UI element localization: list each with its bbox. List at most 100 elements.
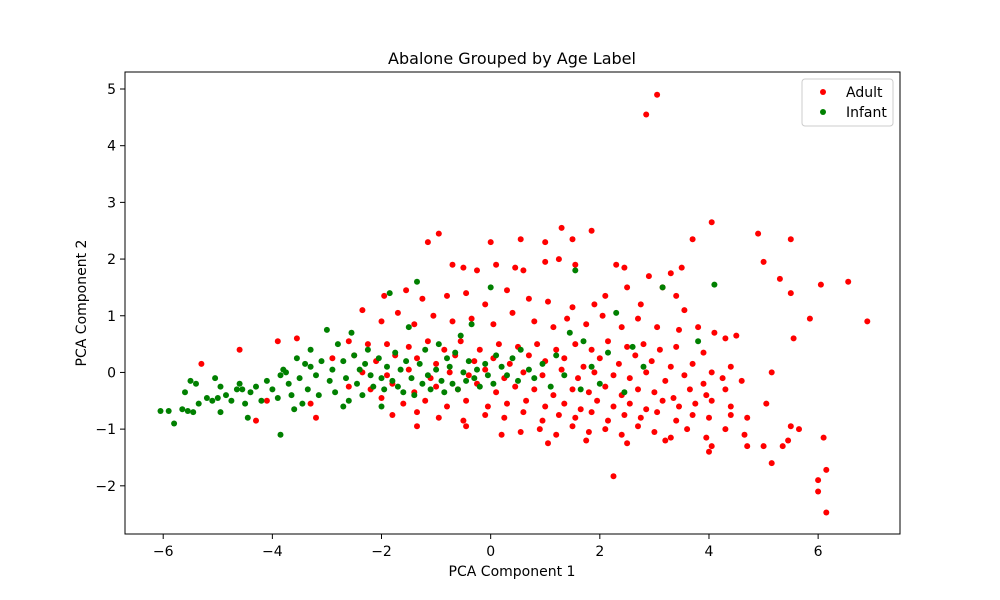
y-tick-label: 0 <box>107 365 116 381</box>
point-adult <box>525 295 532 302</box>
point-adult <box>550 324 557 331</box>
point-adult <box>659 397 666 404</box>
point-infant <box>454 386 461 393</box>
point-adult <box>329 355 336 362</box>
y-tick-label: 4 <box>107 139 116 155</box>
point-adult <box>588 227 595 234</box>
point-infant <box>629 343 636 350</box>
point-adult <box>686 386 693 393</box>
point-adult <box>662 437 669 444</box>
point-adult <box>384 341 390 348</box>
point-infant <box>326 377 333 384</box>
point-infant <box>302 360 309 367</box>
point-adult <box>359 307 366 314</box>
point-adult <box>313 414 319 421</box>
point-infant <box>274 395 281 401</box>
point-adult <box>345 338 352 345</box>
point-adult <box>662 377 669 384</box>
y-tick-label: 3 <box>107 195 116 211</box>
point-adult <box>419 295 426 302</box>
point-adult <box>673 343 680 350</box>
point-adult <box>599 312 606 319</box>
point-adult <box>534 341 541 348</box>
point-adult <box>424 338 431 345</box>
point-adult <box>378 395 385 401</box>
point-adult <box>545 298 551 305</box>
point-infant <box>187 377 194 384</box>
point-infant <box>217 409 224 416</box>
point-adult <box>553 431 560 438</box>
point-infant <box>403 358 410 365</box>
point-infant <box>433 366 440 373</box>
point-infant <box>561 372 568 379</box>
point-adult <box>542 258 549 265</box>
point-adult <box>414 355 420 362</box>
point-adult <box>539 417 546 424</box>
point-infant <box>212 375 219 382</box>
point-infant <box>613 309 620 316</box>
point-adult <box>253 417 259 424</box>
point-infant <box>424 372 431 379</box>
point-infant <box>277 372 284 379</box>
point-adult <box>605 338 611 345</box>
point-adult <box>651 389 658 396</box>
point-infant <box>580 338 587 345</box>
point-adult <box>236 346 243 353</box>
point-infant <box>239 386 246 393</box>
point-infant <box>307 346 314 353</box>
point-infant <box>441 389 448 396</box>
point-infant <box>487 284 494 291</box>
legend: Adult Infant <box>801 78 894 127</box>
point-infant <box>233 386 240 393</box>
point-adult <box>624 284 631 291</box>
point-infant <box>367 372 374 379</box>
point-adult <box>517 429 524 435</box>
point-infant <box>471 375 478 382</box>
point-adult <box>722 426 729 433</box>
point-adult <box>493 261 500 268</box>
point-infant <box>359 392 366 399</box>
point-infant <box>184 408 191 414</box>
point-adult <box>706 448 712 455</box>
point-adult <box>744 443 751 450</box>
point-adult <box>727 403 734 410</box>
point-adult <box>700 380 707 387</box>
point-adult <box>441 346 448 353</box>
point-adult <box>569 304 576 311</box>
point-infant <box>228 397 235 404</box>
point-adult <box>482 366 489 373</box>
point-infant <box>411 392 418 399</box>
point-infant <box>414 278 420 285</box>
point-adult <box>389 412 396 418</box>
point-infant <box>438 377 445 384</box>
point-adult <box>667 434 674 441</box>
point-infant <box>509 355 516 362</box>
point-adult <box>727 363 734 370</box>
point-adult <box>741 431 748 438</box>
point-adult <box>678 264 685 271</box>
point-adult <box>564 315 571 322</box>
point-adult <box>460 264 467 271</box>
point-infant <box>223 392 229 399</box>
y-axis-label: PCA Component 2 <box>74 240 90 367</box>
point-adult <box>806 315 813 322</box>
y-tick-label: 1 <box>107 309 116 325</box>
point-adult <box>703 392 710 399</box>
point-infant <box>190 409 197 416</box>
point-adult <box>512 383 519 390</box>
point-infant <box>375 355 382 362</box>
point-infant <box>515 377 521 384</box>
point-adult <box>274 338 281 345</box>
point-adult <box>460 417 467 424</box>
point-adult <box>591 301 598 308</box>
point-infant <box>217 383 224 390</box>
point-infant <box>711 281 718 288</box>
point-adult <box>667 363 674 370</box>
point-adult <box>553 346 560 353</box>
point-adult <box>684 426 691 433</box>
point-adult <box>484 403 491 410</box>
x-tick-label: −2 <box>371 544 392 560</box>
point-adult <box>422 397 429 404</box>
point-adult <box>558 224 565 231</box>
point-infant <box>285 380 292 387</box>
